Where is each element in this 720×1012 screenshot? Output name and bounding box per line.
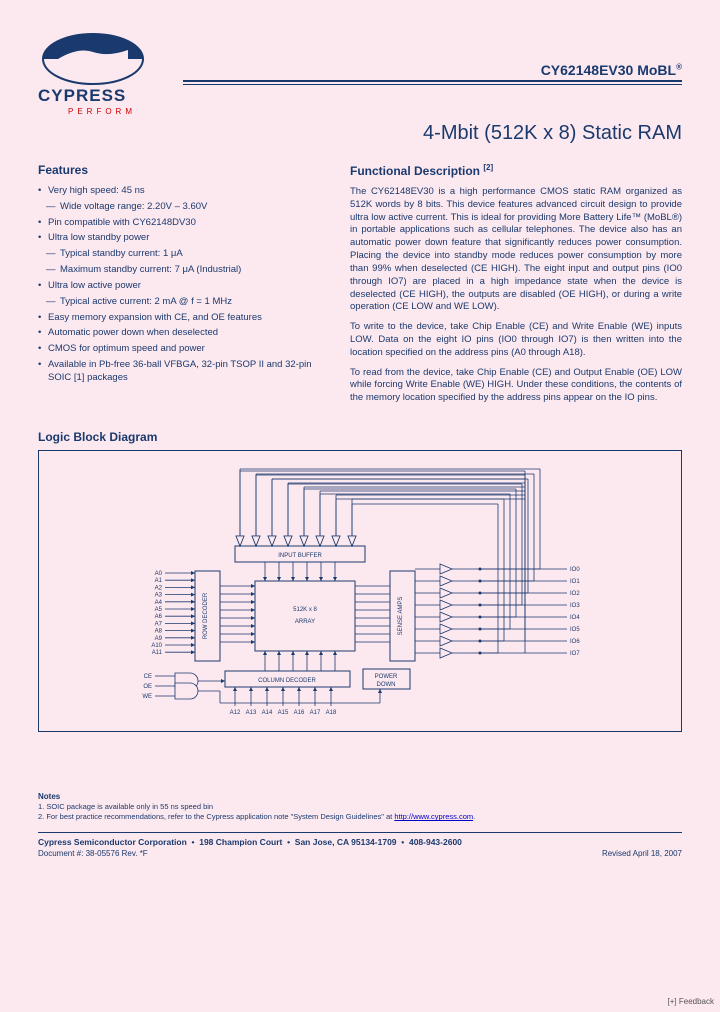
footer-doc-row: Document #: 38-05576 Rev. *F Revised Apr… — [38, 849, 682, 858]
datasheet-page: CYPRESS PERFORM CY62148EV30 MoBL® 4-Mbit… — [0, 0, 720, 878]
svg-text:A14: A14 — [262, 710, 273, 716]
svg-text:A2: A2 — [155, 585, 163, 591]
svg-text:WE: WE — [142, 694, 152, 700]
svg-text:SENSE AMPS: SENSE AMPS — [398, 597, 404, 636]
content-columns: Features Very high speed: 45 ns Wide volt… — [38, 163, 682, 412]
notes-link[interactable]: http://www.cypress.com — [394, 812, 473, 821]
svg-text:DOWN: DOWN — [377, 682, 396, 688]
description-column: Functional Description [2] The CY62148EV… — [350, 163, 682, 412]
svg-text:A6: A6 — [155, 614, 163, 620]
cypress-logo-icon — [38, 32, 148, 87]
logo-brand: CYPRESS — [38, 86, 183, 106]
feature-item: Automatic power down when deselected — [38, 327, 328, 340]
svg-text:CE: CE — [144, 674, 152, 680]
description-paragraph: The CY62148EV30 is a high performance CM… — [350, 186, 682, 314]
description-paragraph: To write to the device, take Chip Enable… — [350, 321, 682, 359]
footer-company-row: Cypress Semiconductor Corporation • 198 … — [38, 837, 462, 847]
description-body: The CY62148EV30 is a high performance CM… — [350, 186, 682, 405]
description-heading: Functional Description [2] — [350, 163, 682, 178]
features-column: Features Very high speed: 45 ns Wide volt… — [38, 163, 328, 412]
svg-text:A10: A10 — [151, 643, 162, 649]
feature-item: Wide voltage range: 2.20V – 3.60V — [38, 201, 328, 214]
footer-revised: Revised April 18, 2007 — [602, 849, 682, 858]
svg-text:A12: A12 — [230, 710, 241, 716]
svg-text:ARRAY: ARRAY — [295, 619, 315, 625]
logo-tagline: PERFORM — [68, 107, 183, 116]
svg-text:IO6: IO6 — [570, 639, 580, 645]
svg-text:ROW DECODER: ROW DECODER — [203, 592, 209, 639]
svg-text:IO4: IO4 — [570, 615, 580, 621]
feature-item: Typical standby current: 1 μA — [38, 248, 328, 261]
footer: Cypress Semiconductor Corporation • 198 … — [38, 832, 682, 847]
svg-text:A4: A4 — [155, 600, 163, 606]
svg-text:A5: A5 — [155, 607, 163, 613]
main-title: 4-Mbit (512K x 8) Static RAM — [38, 122, 682, 145]
logo-block: CYPRESS PERFORM — [38, 32, 183, 116]
notes-section: Notes 1. SOIC package is available only … — [38, 792, 682, 822]
svg-text:A13: A13 — [246, 710, 257, 716]
svg-text:IO2: IO2 — [570, 591, 580, 597]
svg-text:IO3: IO3 — [570, 603, 580, 609]
feature-item: Pin compatible with CY62148DV30 — [38, 217, 328, 230]
diagram-heading: Logic Block Diagram — [38, 430, 682, 444]
features-list: Very high speed: 45 ns Wide voltage range… — [38, 185, 328, 385]
svg-text:INPUT BUFFER: INPUT BUFFER — [278, 553, 322, 559]
logic-block-diagram: INPUT BUFFER ROW DECODER 512K x 8 ARRAY SENS… — [38, 450, 682, 732]
description-paragraph: To read from the device, take Chip Enabl… — [350, 367, 682, 405]
svg-text:A17: A17 — [310, 710, 321, 716]
svg-text:A8: A8 — [155, 629, 163, 635]
features-heading: Features — [38, 163, 328, 177]
feature-item: Available in Pb-free 36-ball VFBGA, 32-p… — [38, 359, 328, 385]
footer-doc: Document #: 38-05576 Rev. *F — [38, 849, 148, 858]
feature-item: Ultra low standby power — [38, 232, 328, 245]
feature-item: Ultra low active power — [38, 280, 328, 293]
feature-item: Easy memory expansion with CE, and OE fe… — [38, 312, 328, 325]
note-2: 2. For best practice recommendations, re… — [38, 812, 682, 822]
header-right: CY62148EV30 MoBL® — [183, 32, 682, 84]
feature-item: Very high speed: 45 ns — [38, 185, 328, 198]
svg-text:IO0: IO0 — [570, 567, 580, 573]
svg-text:A1: A1 — [155, 578, 163, 584]
feature-item: Maximum standby current: 7 μA (Industria… — [38, 264, 328, 277]
svg-text:POWER: POWER — [375, 674, 398, 680]
svg-text:A3: A3 — [155, 593, 163, 599]
header: CYPRESS PERFORM CY62148EV30 MoBL® — [38, 32, 682, 116]
note-1: 1. SOIC package is available only in 55 … — [38, 802, 682, 812]
svg-text:A18: A18 — [326, 710, 337, 716]
svg-text:OE: OE — [143, 684, 152, 690]
svg-text:A15: A15 — [278, 710, 289, 716]
header-rule — [183, 80, 682, 84]
svg-text:A0: A0 — [155, 571, 163, 577]
svg-text:COLUMN DECODER: COLUMN DECODER — [258, 678, 316, 684]
notes-heading: Notes — [38, 792, 682, 802]
svg-text:A16: A16 — [294, 710, 305, 716]
svg-text:IO1: IO1 — [570, 579, 580, 585]
svg-text:A7: A7 — [155, 621, 163, 627]
part-number: CY62148EV30 MoBL® — [541, 62, 682, 78]
feature-item: Typical active current: 2 mA @ f = 1 MHz — [38, 296, 328, 309]
feature-item: CMOS for optimum speed and power — [38, 343, 328, 356]
svg-text:512K x 8: 512K x 8 — [293, 607, 317, 613]
svg-text:IO5: IO5 — [570, 627, 580, 633]
feedback-link[interactable]: [+] Feedback — [668, 997, 714, 1006]
svg-text:A9: A9 — [155, 636, 163, 642]
svg-text:IO7: IO7 — [570, 651, 580, 657]
svg-text:A11: A11 — [152, 650, 163, 656]
